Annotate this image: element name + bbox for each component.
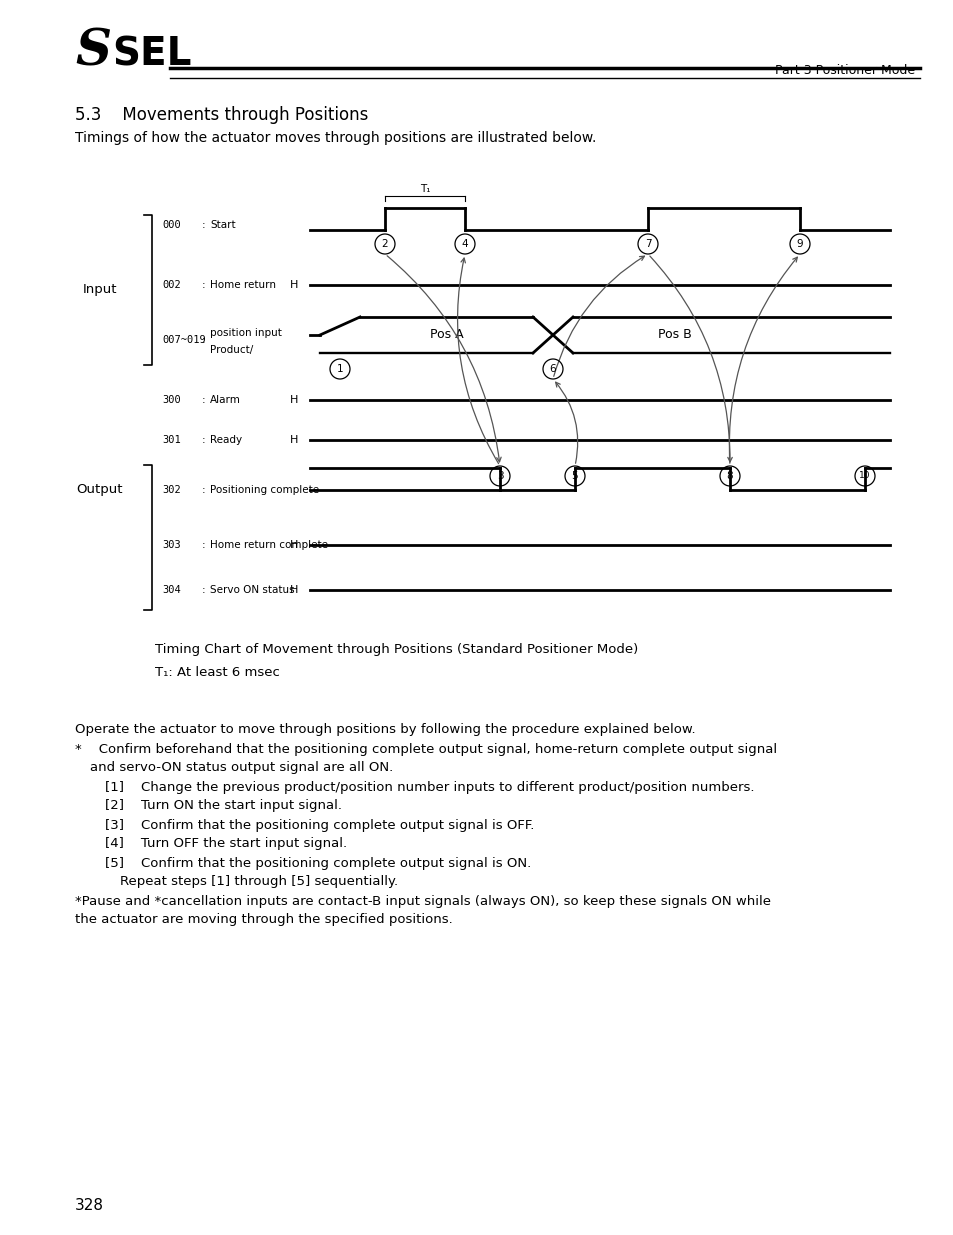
Text: *    Confirm beforehand that the positioning complete output signal, home-return: * Confirm beforehand that the positionin… — [75, 742, 777, 756]
Text: 002: 002 — [162, 280, 180, 290]
Text: Part 3 Positioner Mode: Part 3 Positioner Mode — [774, 63, 914, 77]
Text: Positioning complete: Positioning complete — [210, 485, 319, 495]
Text: 302: 302 — [162, 485, 180, 495]
Text: 304: 304 — [162, 585, 180, 595]
Text: and servo-ON status output signal are all ON.: and servo-ON status output signal are al… — [90, 762, 393, 774]
Text: Product/: Product/ — [210, 345, 253, 354]
Text: 301: 301 — [162, 435, 180, 445]
Text: [5]    Confirm that the positioning complete output signal is ON.: [5] Confirm that the positioning complet… — [105, 857, 531, 869]
Text: Start: Start — [210, 220, 235, 230]
Text: S: S — [75, 27, 111, 77]
Text: Pos B: Pos B — [658, 329, 691, 342]
Text: :: : — [202, 395, 206, 405]
Text: Ready: Ready — [210, 435, 242, 445]
Text: Home return: Home return — [210, 280, 275, 290]
Text: :: : — [202, 585, 206, 595]
Text: :: : — [202, 435, 206, 445]
Text: H: H — [290, 395, 297, 405]
Text: 8: 8 — [726, 471, 733, 480]
Text: 2: 2 — [381, 240, 388, 249]
Text: Timing Chart of Movement through Positions (Standard Positioner Mode): Timing Chart of Movement through Positio… — [154, 643, 638, 657]
Text: 300: 300 — [162, 395, 180, 405]
Text: Operate the actuator to move through positions by following the procedure explai: Operate the actuator to move through pos… — [75, 724, 695, 736]
Text: H: H — [290, 585, 297, 595]
Text: the actuator are moving through the specified positions.: the actuator are moving through the spec… — [75, 914, 453, 926]
Text: 7: 7 — [644, 240, 651, 249]
Text: 3: 3 — [497, 471, 503, 480]
Text: :: : — [202, 485, 206, 495]
Text: 4: 4 — [461, 240, 468, 249]
Text: Output: Output — [76, 483, 123, 496]
Text: H: H — [290, 540, 297, 550]
Text: 5: 5 — [571, 471, 578, 480]
Text: [4]    Turn OFF the start input signal.: [4] Turn OFF the start input signal. — [105, 837, 347, 851]
Text: T₁: T₁ — [419, 184, 430, 194]
Text: 9: 9 — [796, 240, 802, 249]
Text: :: : — [202, 335, 206, 345]
Text: :: : — [202, 220, 206, 230]
Text: 6: 6 — [549, 364, 556, 374]
Text: 007~019: 007~019 — [162, 335, 206, 345]
Text: 5.3    Movements through Positions: 5.3 Movements through Positions — [75, 106, 368, 124]
Text: Input: Input — [83, 284, 117, 296]
Text: 303: 303 — [162, 540, 180, 550]
Text: Home return complete: Home return complete — [210, 540, 328, 550]
Text: SEL: SEL — [112, 36, 192, 74]
Text: T₁: At least 6 msec: T₁: At least 6 msec — [154, 666, 279, 678]
Text: Pos A: Pos A — [429, 329, 463, 342]
Text: Timings of how the actuator moves through positions are illustrated below.: Timings of how the actuator moves throug… — [75, 131, 596, 144]
Text: H: H — [290, 280, 297, 290]
Text: position input: position input — [210, 329, 281, 338]
Text: [3]    Confirm that the positioning complete output signal is OFF.: [3] Confirm that the positioning complet… — [105, 819, 534, 831]
Text: :: : — [202, 280, 206, 290]
Text: H: H — [290, 435, 297, 445]
Text: 328: 328 — [75, 1198, 104, 1213]
Text: 10: 10 — [859, 472, 870, 480]
Text: [1]    Change the previous product/position number inputs to different product/p: [1] Change the previous product/position… — [105, 781, 754, 794]
Text: Repeat steps [1] through [5] sequentially.: Repeat steps [1] through [5] sequentiall… — [120, 876, 397, 888]
Text: Servo ON status: Servo ON status — [210, 585, 294, 595]
Text: 000: 000 — [162, 220, 180, 230]
Text: Alarm: Alarm — [210, 395, 240, 405]
Text: *Pause and *cancellation inputs are contact-B input signals (always ON), so keep: *Pause and *cancellation inputs are cont… — [75, 894, 770, 908]
Text: 1: 1 — [336, 364, 343, 374]
Text: :: : — [202, 540, 206, 550]
Text: [2]    Turn ON the start input signal.: [2] Turn ON the start input signal. — [105, 799, 341, 813]
